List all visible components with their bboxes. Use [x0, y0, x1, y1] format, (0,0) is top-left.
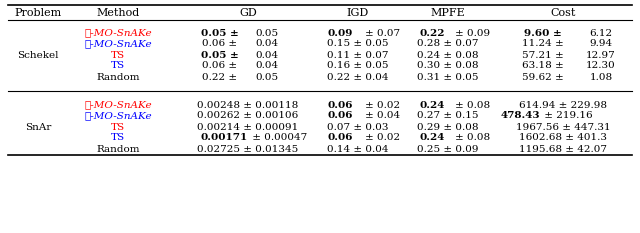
Text: ± 0.09: ± 0.09 — [455, 28, 490, 38]
Text: 9.94: 9.94 — [589, 40, 612, 48]
Text: MPFE: MPFE — [431, 8, 465, 18]
Text: 11.24 ±: 11.24 ± — [522, 40, 564, 48]
Text: TS: TS — [111, 51, 125, 59]
Text: 12.30: 12.30 — [586, 62, 616, 71]
Text: 478.43: 478.43 — [500, 112, 540, 120]
Text: 0.22: 0.22 — [419, 28, 445, 38]
Text: Cost: Cost — [550, 8, 576, 18]
Text: ± 0.08: ± 0.08 — [455, 100, 490, 110]
Text: SnAr: SnAr — [25, 123, 51, 131]
Text: 0.04: 0.04 — [255, 40, 278, 48]
Text: 1195.68 ± 42.07: 1195.68 ± 42.07 — [519, 144, 607, 154]
Text: 63.18 ±: 63.18 ± — [522, 62, 564, 71]
Text: 0.05 ±: 0.05 ± — [201, 51, 239, 59]
Text: 0.24 ± 0.08: 0.24 ± 0.08 — [417, 51, 479, 59]
Text: 0.00214 ± 0.00091: 0.00214 ± 0.00091 — [197, 123, 299, 131]
Text: 0.28 ± 0.07: 0.28 ± 0.07 — [417, 40, 479, 48]
Text: 0.00171: 0.00171 — [201, 134, 248, 143]
Text: 0.15 ± 0.05: 0.15 ± 0.05 — [327, 40, 388, 48]
Text: 1967.56 ± 447.31: 1967.56 ± 447.31 — [516, 123, 611, 131]
Text: 0.06: 0.06 — [327, 100, 353, 110]
Text: Method: Method — [97, 8, 140, 18]
Text: 6.12: 6.12 — [589, 28, 612, 38]
Text: 0.00248 ± 0.00118: 0.00248 ± 0.00118 — [197, 100, 299, 110]
Text: 0.06 ±: 0.06 ± — [202, 40, 237, 48]
Text: ± 0.00047: ± 0.00047 — [249, 134, 307, 143]
Text: Schekel: Schekel — [17, 51, 59, 59]
Text: 0.24: 0.24 — [419, 134, 445, 143]
Text: 12.97: 12.97 — [586, 51, 616, 59]
Text: 0.05: 0.05 — [255, 28, 278, 38]
Text: IGD: IGD — [347, 8, 369, 18]
Text: 0.29 ± 0.08: 0.29 ± 0.08 — [417, 123, 479, 131]
Text: 9.60 ±: 9.60 ± — [524, 28, 562, 38]
Text: 0.06 ±: 0.06 ± — [202, 62, 237, 71]
Text: 0.02725 ± 0.01345: 0.02725 ± 0.01345 — [197, 144, 299, 154]
Text: 0.22 ±: 0.22 ± — [202, 72, 237, 82]
Text: 0.06: 0.06 — [327, 134, 353, 143]
Text: ± 0.04: ± 0.04 — [365, 112, 400, 120]
Text: TS: TS — [111, 62, 125, 71]
Text: 0.25 ± 0.09: 0.25 ± 0.09 — [417, 144, 479, 154]
Text: 0.27 ± 0.15: 0.27 ± 0.15 — [417, 112, 479, 120]
Text: ℓ-MO-SnAKe: ℓ-MO-SnAKe — [84, 100, 152, 110]
Text: 1602.68 ± 401.3: 1602.68 ± 401.3 — [519, 134, 607, 143]
Text: 0.06: 0.06 — [327, 112, 353, 120]
Text: 614.94 ± 229.98: 614.94 ± 229.98 — [519, 100, 607, 110]
Text: 0.04: 0.04 — [255, 62, 278, 71]
Text: ± 219.16: ± 219.16 — [541, 112, 593, 120]
Text: GD: GD — [239, 8, 257, 18]
Text: Random: Random — [96, 72, 140, 82]
Text: 0.04: 0.04 — [255, 51, 278, 59]
Text: 0.14 ± 0.04: 0.14 ± 0.04 — [327, 144, 388, 154]
Text: ℓ-MO-SnAKe: ℓ-MO-SnAKe — [84, 112, 152, 120]
Text: 1.08: 1.08 — [589, 72, 612, 82]
Text: 0.16 ± 0.05: 0.16 ± 0.05 — [327, 62, 388, 71]
Text: Problem: Problem — [14, 8, 61, 18]
Text: 0.30 ± 0.08: 0.30 ± 0.08 — [417, 62, 479, 71]
Text: ± 0.07: ± 0.07 — [365, 28, 400, 38]
Text: Random: Random — [96, 144, 140, 154]
Text: 0.05: 0.05 — [255, 72, 278, 82]
Text: 57.21 ±: 57.21 ± — [522, 51, 564, 59]
Text: ± 0.02: ± 0.02 — [365, 100, 400, 110]
Text: TS: TS — [111, 123, 125, 131]
Text: ± 0.02: ± 0.02 — [365, 134, 400, 143]
Text: 0.22 ± 0.04: 0.22 ± 0.04 — [327, 72, 388, 82]
Text: 59.62 ±: 59.62 ± — [522, 72, 564, 82]
Text: 0.00262 ± 0.00106: 0.00262 ± 0.00106 — [197, 112, 299, 120]
Text: 0.09: 0.09 — [327, 28, 353, 38]
Text: 0.11 ± 0.07: 0.11 ± 0.07 — [327, 51, 388, 59]
Text: 0.07 ± 0.03: 0.07 ± 0.03 — [327, 123, 388, 131]
Text: 0.31 ± 0.05: 0.31 ± 0.05 — [417, 72, 479, 82]
Text: 0.24: 0.24 — [419, 100, 445, 110]
Text: ℓ-MO-SnAKe: ℓ-MO-SnAKe — [84, 40, 152, 48]
Text: ℓ-MO-SnAKe: ℓ-MO-SnAKe — [84, 28, 152, 38]
Text: ± 0.08: ± 0.08 — [455, 134, 490, 143]
Text: 0.05 ±: 0.05 ± — [201, 28, 239, 38]
Text: TS: TS — [111, 134, 125, 143]
